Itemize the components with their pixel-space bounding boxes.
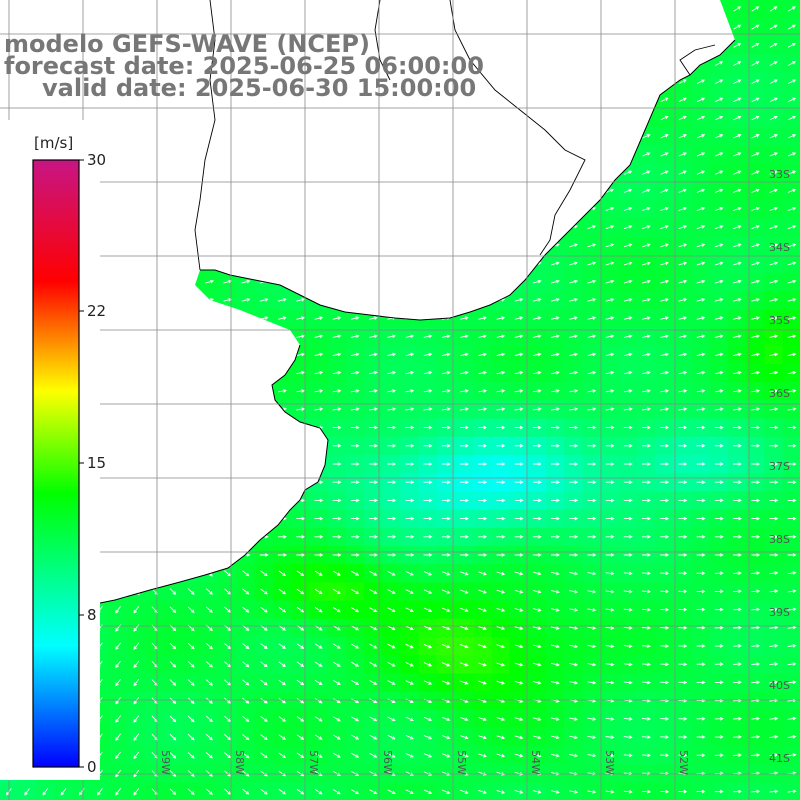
lon-label: 54W: [529, 750, 542, 775]
lat-label: 37S: [769, 460, 790, 473]
lon-label: 56W: [381, 750, 394, 775]
lat-label: 34S: [769, 241, 790, 254]
colorbar-gradient: [32, 159, 80, 768]
colorbar: [m/s] 30 22 15 8 0: [0, 120, 106, 780]
colorbar-tick-label: 15: [87, 454, 106, 472]
border-line: [194, 0, 716, 271]
colorbar-tick-label: 0: [87, 758, 97, 776]
colorbar-tick-label: 8: [87, 606, 97, 624]
lat-label: 36S: [769, 387, 790, 400]
lon-label: 52W: [677, 750, 690, 775]
colorbar-tick-label: 30: [87, 151, 106, 169]
colorbar-unit: [m/s]: [34, 134, 73, 152]
land-mass: [0, 0, 735, 615]
lon-label: 53W: [603, 750, 616, 775]
lon-label: 55W: [455, 750, 468, 775]
lon-label: 57W: [307, 750, 320, 775]
lat-label: 39S: [769, 606, 790, 619]
lat-label: 33S: [769, 168, 790, 181]
lat-label: 35S: [769, 314, 790, 327]
colorbar-tick-label: 22: [87, 302, 106, 320]
lat-label: 38S: [769, 533, 790, 546]
lon-label: 58W: [233, 750, 246, 775]
lat-label: 41S: [769, 752, 790, 765]
forecast-date: forecast date: 2025-06-25 06:00:00: [4, 52, 484, 80]
latitude-labels: 33S 34S 35S 36S 37S 38S 39S 40S 41S: [769, 168, 790, 765]
model-title: modelo GEFS-WAVE (NCEP): [4, 30, 370, 58]
valid-date: valid date: 2025-06-30 15:00:00: [42, 74, 477, 102]
lat-label: 40S: [769, 679, 790, 692]
lon-label: 59W: [159, 750, 172, 775]
